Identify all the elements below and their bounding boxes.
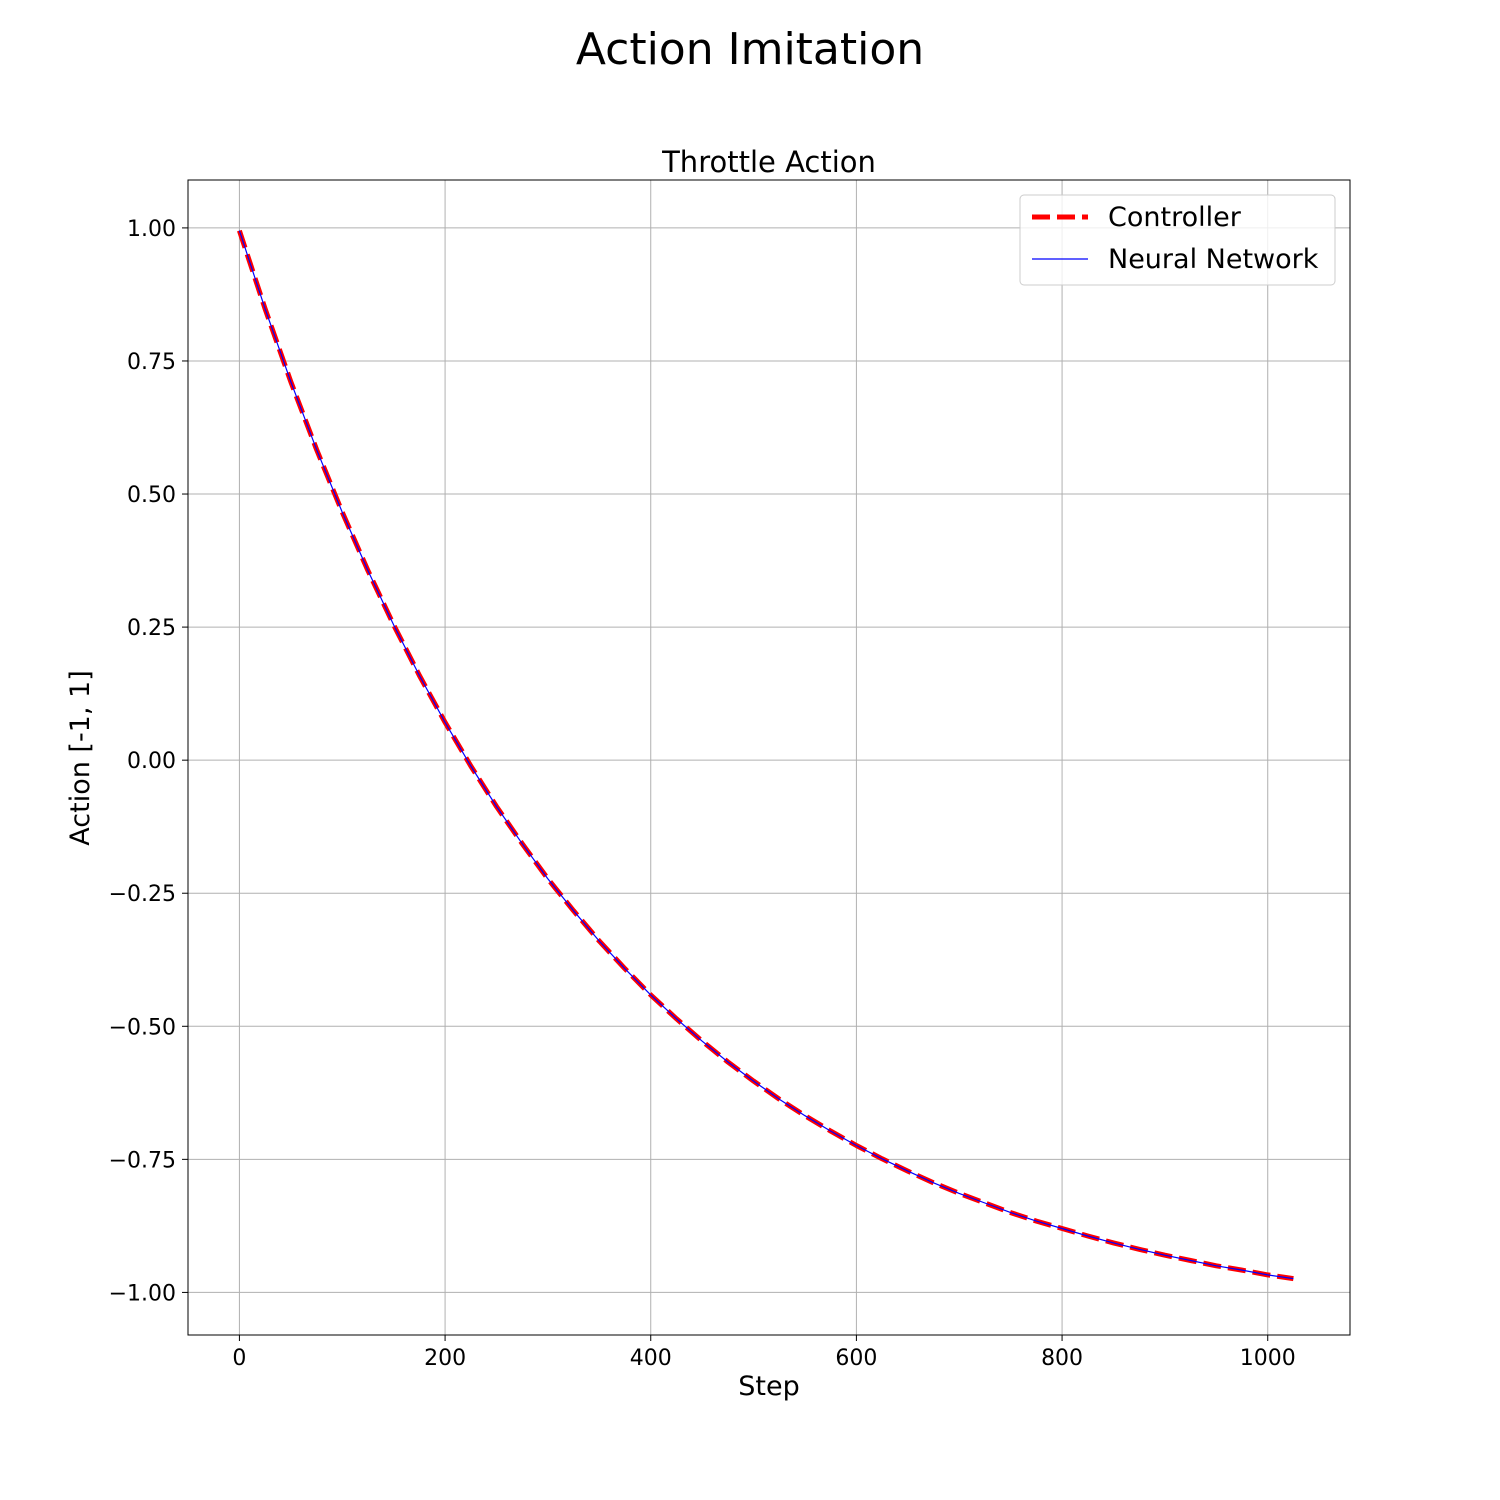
x-tick-label: 400 [630, 1346, 672, 1371]
legend-label-controller: Controller [1108, 202, 1242, 233]
y-tick-label: −0.50 [109, 1015, 176, 1040]
x-tick-label: 200 [424, 1346, 466, 1371]
y-tick-label: 0.00 [127, 749, 176, 774]
plot-frame [187, 179, 1351, 1336]
legend: Controller Neural Network [1019, 194, 1336, 286]
grid-layer [188, 180, 1350, 1335]
y-tick-label: 0.25 [127, 616, 176, 641]
x-tick-label: 0 [232, 1346, 246, 1371]
y-tick-label: 0.50 [127, 483, 176, 508]
chart-title: Throttle Action [661, 145, 876, 179]
legend-box [1019, 194, 1336, 286]
series-line-neural-network [238, 230, 1294, 1280]
y-tick-label: −0.25 [109, 882, 176, 907]
x-tick-label: 800 [1041, 1346, 1083, 1371]
y-tick-label: 1.00 [127, 217, 176, 242]
x-tick-label: 1000 [1240, 1346, 1296, 1371]
y-axis-label: Action [-1, 1] [65, 670, 96, 845]
x-axis-label: Step [738, 1371, 799, 1402]
series-line-controller [237, 229, 1294, 1282]
x-tick-label: 600 [835, 1346, 877, 1371]
figure-suptitle: Action Imitation [576, 24, 924, 75]
legend-label-neural-network: Neural Network [1108, 244, 1319, 275]
y-tick-label: −1.00 [109, 1281, 176, 1306]
y-tick-label: 0.75 [127, 350, 176, 375]
tick-layer: 0 200 400 600 800 1000 1.00 0.75 0.50 0.25 0.00 −0.… [109, 217, 1296, 1371]
series-layer [237, 229, 1294, 1282]
y-tick-label: −0.75 [109, 1148, 176, 1173]
